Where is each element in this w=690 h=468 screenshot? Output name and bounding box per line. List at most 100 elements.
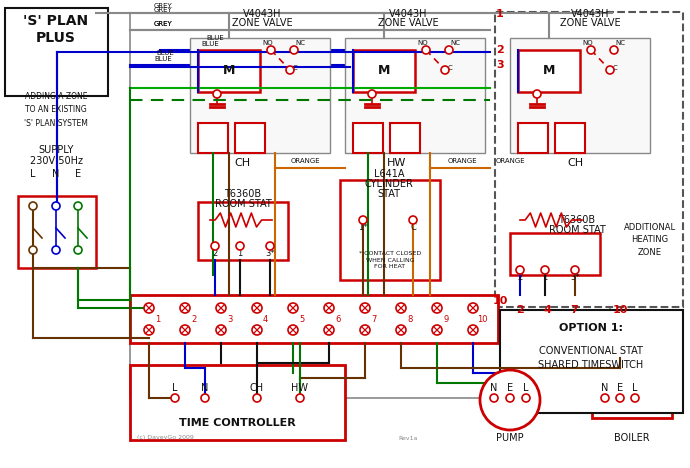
Circle shape (216, 325, 226, 335)
Circle shape (144, 303, 154, 313)
Circle shape (541, 266, 549, 274)
Bar (340, 180, 440, 280)
Circle shape (441, 66, 449, 74)
Text: V4043H: V4043H (243, 9, 282, 19)
Text: T6360B: T6360B (224, 189, 262, 199)
Text: 10: 10 (612, 305, 628, 315)
Circle shape (396, 303, 406, 313)
Circle shape (601, 394, 609, 402)
Bar (555, 123, 585, 153)
Text: 3: 3 (496, 60, 504, 70)
Text: E: E (507, 383, 513, 393)
Text: 10: 10 (492, 296, 508, 306)
Circle shape (286, 66, 294, 74)
Circle shape (445, 46, 453, 54)
Text: GREY: GREY (154, 3, 172, 9)
Text: 1: 1 (237, 249, 243, 258)
Text: 1: 1 (155, 314, 160, 323)
Text: 9: 9 (443, 314, 448, 323)
Bar (5, 8, 108, 96)
Text: 2: 2 (213, 249, 217, 258)
Text: ORANGE: ORANGE (495, 158, 525, 164)
Bar (518, 50, 580, 92)
Text: C: C (448, 65, 453, 71)
Text: 8: 8 (407, 314, 413, 323)
Bar (353, 123, 383, 153)
Text: BLUE: BLUE (206, 35, 224, 41)
Text: NC: NC (450, 40, 460, 46)
Text: C: C (293, 65, 297, 71)
Text: T6360B: T6360B (558, 215, 595, 225)
Bar (510, 38, 650, 153)
Circle shape (533, 90, 541, 98)
Text: 6: 6 (335, 314, 340, 323)
Text: TIME CONTROLLER: TIME CONTROLLER (179, 418, 295, 428)
Bar (198, 202, 288, 260)
Text: 10: 10 (477, 314, 488, 323)
Text: BLUE: BLUE (201, 41, 219, 47)
Text: N: N (201, 383, 208, 393)
Circle shape (516, 266, 524, 274)
Text: 1: 1 (542, 273, 548, 283)
Text: 3*: 3* (570, 273, 580, 283)
Bar (518, 123, 548, 153)
Text: 4: 4 (263, 314, 268, 323)
Circle shape (216, 303, 226, 313)
Text: L641A: L641A (374, 169, 404, 179)
Text: 7: 7 (371, 314, 376, 323)
Text: NC: NC (295, 40, 305, 46)
Circle shape (506, 394, 514, 402)
Circle shape (52, 202, 60, 210)
Text: ROOM STAT: ROOM STAT (215, 199, 271, 209)
Bar (390, 123, 420, 153)
Circle shape (468, 325, 478, 335)
Bar (198, 123, 228, 153)
Circle shape (213, 90, 221, 98)
Circle shape (522, 394, 530, 402)
Text: NO: NO (417, 40, 428, 46)
Text: HW: HW (387, 158, 406, 168)
Text: CONVENTIONAL STAT
SHARED TIMESWITCH: CONVENTIONAL STAT SHARED TIMESWITCH (538, 345, 644, 370)
Circle shape (29, 202, 37, 210)
Circle shape (288, 303, 298, 313)
Circle shape (396, 325, 406, 335)
Circle shape (422, 46, 430, 54)
Bar (492, 390, 528, 410)
Circle shape (266, 242, 274, 250)
Bar (130, 365, 345, 440)
Circle shape (180, 325, 190, 335)
Text: N: N (601, 383, 609, 393)
Text: V4043H: V4043H (388, 9, 427, 19)
Text: 4: 4 (543, 305, 551, 315)
Text: 3*: 3* (265, 249, 275, 258)
Circle shape (296, 394, 304, 402)
Bar (500, 310, 683, 413)
Bar (198, 50, 260, 92)
Text: ADDITIONAL
HEATING
ZONE: ADDITIONAL HEATING ZONE (624, 223, 676, 257)
Text: ROOM STAT: ROOM STAT (549, 225, 605, 235)
Text: 3: 3 (227, 314, 233, 323)
Circle shape (409, 216, 417, 224)
Bar (190, 38, 330, 153)
Text: N: N (52, 169, 60, 179)
Circle shape (290, 46, 298, 54)
Text: CYLINDER: CYLINDER (364, 179, 413, 189)
Circle shape (236, 242, 244, 250)
Text: GREY: GREY (154, 21, 172, 27)
Text: GREY: GREY (154, 7, 172, 13)
Text: L: L (30, 169, 36, 179)
Text: 230V 50Hz: 230V 50Hz (30, 156, 83, 166)
Text: 5: 5 (299, 314, 304, 323)
Text: Rev1a: Rev1a (398, 436, 417, 440)
Text: E: E (75, 169, 81, 179)
Text: L: L (523, 383, 529, 393)
Circle shape (631, 394, 639, 402)
Bar (130, 295, 498, 343)
Text: C: C (410, 224, 416, 233)
Text: ORANGE: ORANGE (290, 158, 319, 164)
Text: CH: CH (250, 383, 264, 393)
Circle shape (171, 394, 179, 402)
Circle shape (288, 325, 298, 335)
Circle shape (180, 303, 190, 313)
Circle shape (74, 246, 82, 254)
